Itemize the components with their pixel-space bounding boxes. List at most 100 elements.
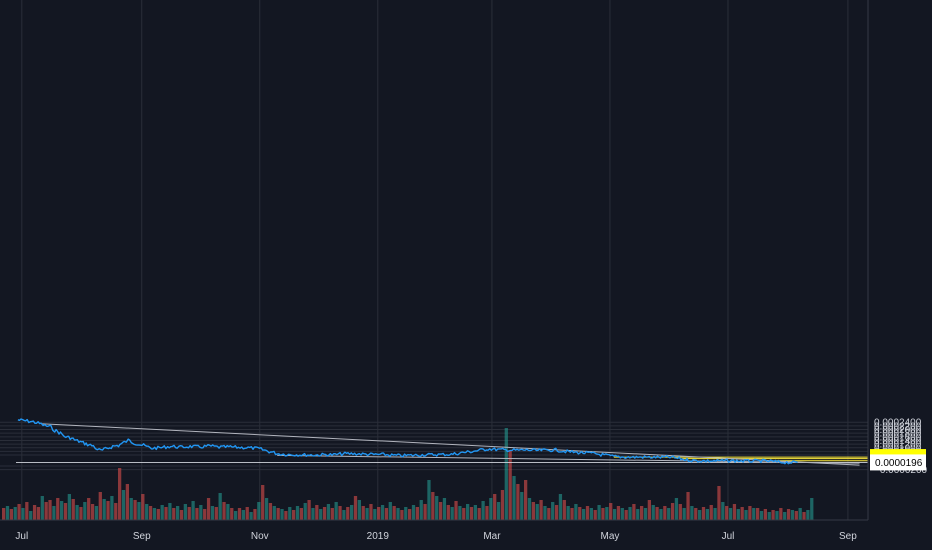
volume-bar: [628, 507, 632, 520]
volume-bar: [794, 511, 798, 520]
volume-bar: [605, 507, 609, 520]
volume-bar: [164, 507, 168, 520]
volume-bar: [373, 509, 377, 520]
volume-bar: [276, 508, 280, 520]
volume-bar: [172, 508, 176, 520]
volume-bar: [357, 500, 361, 520]
volume-bar: [458, 506, 462, 520]
volume-bar: [319, 509, 323, 520]
volume-bar: [203, 509, 207, 520]
volume-bar: [36, 507, 41, 520]
y-tick-label: 0.0001600: [874, 432, 922, 443]
volume-bar: [71, 499, 75, 520]
trendline: [277, 454, 860, 464]
volume-bar: [659, 509, 663, 520]
volume-bar: [67, 494, 71, 520]
volume-bar: [767, 512, 771, 520]
volume-bar: [504, 428, 508, 520]
volume-bar: [21, 508, 25, 520]
volume-bar: [110, 496, 114, 520]
volume-bar: [292, 510, 296, 520]
volume-bar: [148, 506, 153, 520]
volume-bar: [214, 507, 218, 520]
volume-bar: [481, 501, 485, 520]
volume-bar: [547, 508, 551, 520]
volume-bar: [713, 508, 717, 520]
volume-bar: [574, 504, 578, 520]
price-axis-background: [868, 0, 932, 520]
volume-bar: [257, 502, 261, 520]
volume-bar: [582, 509, 586, 520]
volume-bar: [454, 501, 458, 520]
volume-bar: [392, 506, 396, 520]
volume-bar: [75, 505, 79, 520]
volume-bar: [728, 508, 733, 520]
time-axis[interactable]: Jul Sep Nov 2019 Mar May Jul Sep: [15, 531, 857, 542]
volume-bar: [585, 506, 590, 520]
volume-bar: [539, 500, 543, 520]
volume-bar: [44, 502, 48, 520]
volume-bar: [493, 494, 497, 520]
volume-bar: [609, 503, 613, 520]
volume-bar: [17, 504, 21, 520]
volume-bar: [179, 510, 184, 520]
volume-bar: [670, 503, 675, 520]
volume-bar: [137, 502, 141, 520]
x-tick-label: Jul: [722, 531, 735, 542]
volume-bar: [775, 511, 779, 520]
volume-bar: [272, 506, 276, 520]
volume-bar: [156, 509, 160, 520]
volume-bar: [408, 509, 412, 520]
volume-bar: [643, 508, 648, 520]
volume-bar: [562, 500, 566, 520]
volume-bar: [698, 510, 702, 520]
volume-bar: [369, 504, 373, 520]
volume-bar: [411, 505, 416, 520]
volume-bar: [2, 508, 6, 520]
volume-bar: [431, 492, 435, 520]
volume-bar: [83, 502, 87, 520]
volume-bar: [303, 503, 307, 520]
volume-bar: [264, 498, 269, 520]
volume-bar: [94, 506, 99, 520]
volume-bar: [438, 502, 443, 520]
volume-bar: [578, 507, 582, 520]
volume-bar: [500, 490, 505, 520]
volume-bar: [701, 507, 706, 520]
volume-bar: [655, 507, 659, 520]
volume-bar: [667, 508, 671, 520]
volume-bar: [206, 498, 211, 520]
volume-bar: [307, 500, 311, 520]
volume-bar: [210, 506, 215, 520]
volume-bar: [566, 506, 570, 520]
volume-bar: [191, 501, 195, 520]
volume-bar: [222, 502, 226, 520]
volume-bar: [168, 503, 172, 520]
volume-bar: [237, 508, 242, 520]
time-axis-background: [0, 520, 932, 550]
volume-bar: [48, 500, 52, 520]
volume-bar: [129, 498, 133, 520]
volume-bar: [756, 508, 760, 520]
volume-bar: [261, 485, 265, 520]
volume-bar: [450, 507, 454, 520]
volume-bar: [435, 496, 439, 520]
volume-bar: [674, 498, 679, 520]
volume-bar: [620, 508, 624, 520]
volume-bar: [748, 506, 752, 520]
volume-bar: [79, 507, 83, 520]
volume-bar: [810, 498, 814, 520]
volume-bar: [473, 505, 477, 520]
volume-bar: [241, 510, 245, 520]
volume-bar: [361, 506, 365, 520]
volume-bar: [512, 476, 516, 520]
volume-bar: [52, 506, 56, 520]
x-tick-label: Nov: [251, 531, 269, 542]
volume-bar: [315, 505, 319, 520]
volume-bar: [477, 508, 481, 520]
volume-bar: [717, 486, 721, 520]
volume-bar: [524, 480, 528, 520]
volume-bar: [114, 503, 118, 520]
